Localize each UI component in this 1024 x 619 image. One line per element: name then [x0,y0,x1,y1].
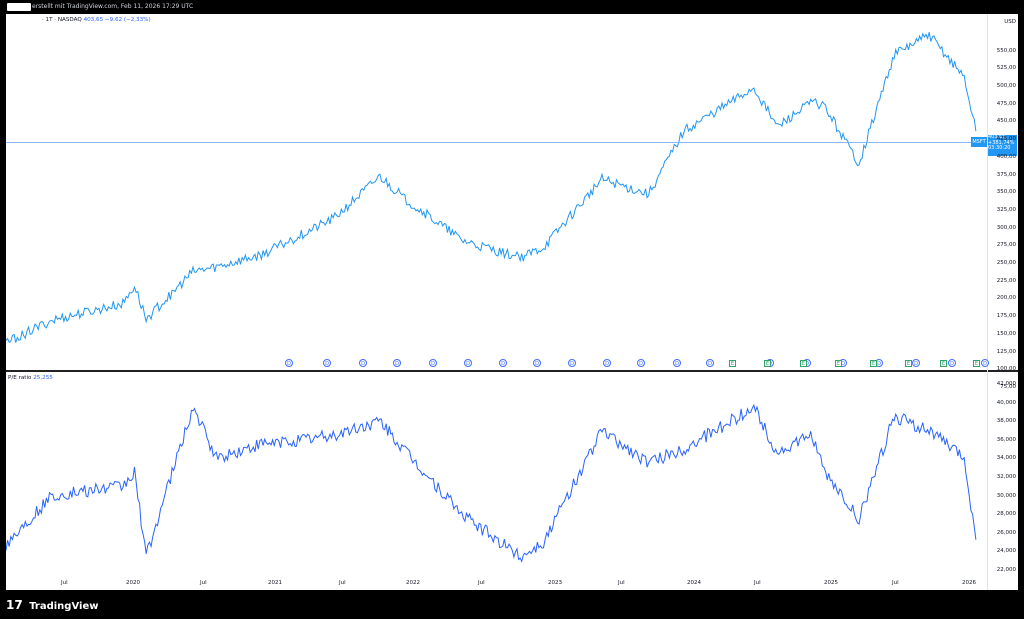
price-tick-label: 525,00 [996,65,1016,72]
time-axis-label: Jul [618,580,625,586]
dividend-marker[interactable]: D [464,359,472,367]
pe-tick-label: 32,000 [996,474,1016,480]
price-tag-time: 03:30:20 [988,145,1011,152]
pe-tick-label: 36,000 [996,436,1016,443]
time-axis-label: 2023 [548,580,562,586]
time-axis-label: Jul [200,580,207,586]
pe-tick-label: 38,000 [996,418,1016,425]
dividend-marker[interactable]: D [359,359,367,367]
price-tick-label: 550,00 [996,47,1016,54]
dividend-marker[interactable]: D [603,359,611,367]
price-tick-label: 125,00 [996,348,1016,355]
price-tag: 403,65 +381,74% 03:30:20 [987,134,1017,156]
time-axis-label: 2022 [406,580,420,586]
legend-last-price: 403,65 [83,17,104,23]
pe-ratio-line [5,403,977,563]
price-tick-label: 75,00 [1000,384,1016,390]
price-tick-label: 150,00 [996,330,1016,337]
dividend-marker[interactable]: D [429,359,437,367]
time-axis-label: Jul [478,580,485,586]
right-axis[interactable]: USD 550,00 525,00 500,00 475,00 450,00 425,00… [987,14,1018,590]
price-tick-label: 250,00 [996,260,1016,267]
price-tick-label: 500,00 [996,82,1016,89]
time-axis-label: 2020 [126,580,140,586]
legend-interval: · 1T · NASDAQ [42,17,82,23]
price-tick-label: 175,00 [996,313,1016,320]
pe-value: 25,255 [33,375,53,381]
tradingview-brand: TradingView [29,601,99,612]
chart-panel[interactable]: · 1T · NASDAQ 403,65 −9,62 (−2,33%) P/E … [5,14,1018,590]
price-tick-label: 450,00 [996,118,1016,125]
price-tick-label: 300,00 [996,224,1016,231]
currency-label: USD [1004,19,1016,25]
price-chart-svg[interactable] [5,14,988,590]
tradingview-logo: 17 [6,598,23,612]
dividend-marker[interactable]: D [673,359,681,367]
pe-tick-label: 22,000 [996,567,1016,573]
pe-tick-label: 26,000 [996,529,1016,536]
legend-change: −9,62 (−2,33%) [104,17,151,23]
price-tick-label: 100,00 [996,366,1016,373]
time-axis-label: 2021 [268,580,282,586]
time-axis-label: 2026 [962,580,976,586]
earnings-marker[interactable]: E [729,360,736,367]
dividend-marker[interactable]: D [912,359,920,367]
dividend-marker[interactable]: D [637,359,645,367]
dividend-marker[interactable]: D [533,359,541,367]
price-tick-label: 325,00 [996,206,1016,213]
pane-divider[interactable] [6,370,1018,372]
pe-legend: P/E ratio 25,255 [8,375,53,381]
time-axis-label: Jul [892,580,899,586]
time-axis-label: 2025 [824,580,838,586]
price-tag-change: +381,74% [988,139,1015,146]
dividend-marker[interactable]: D [323,359,331,367]
ticker-tag: MSFT [971,137,987,147]
pe-name: P/E ratio [8,375,32,381]
dividend-marker[interactable]: D [948,359,956,367]
last-price-line [6,142,975,143]
dividend-marker[interactable]: D [706,359,714,367]
earnings-marker[interactable]: E [940,360,947,367]
msft-price-line [5,32,977,344]
earnings-marker[interactable]: E [764,360,771,367]
dividend-marker[interactable]: D [981,359,989,367]
pe-tick-label: 34,000 [996,455,1016,462]
price-legend: · 1T · NASDAQ 403,65 −9,62 (−2,33%) [42,17,151,23]
tradingview-footer: 17 TradingView [6,598,98,612]
created-with-text: erstellt mit TradingView.com, Feb 11, 20… [32,3,194,10]
earnings-marker[interactable]: E [800,360,807,367]
price-tick-label: 350,00 [996,189,1016,196]
pe-tick-label: 40,000 [996,399,1016,406]
dividend-marker[interactable]: D [393,359,401,367]
time-axis-label: Jul [339,580,346,586]
dividend-marker[interactable]: D [285,359,293,367]
redacted-author [7,3,31,11]
earnings-marker[interactable]: E [870,360,877,367]
time-axis-label: Jul [61,580,68,586]
time-axis-label: 2024 [687,580,701,586]
price-tick-label: 425,00 [996,136,1016,143]
price-tag-last: 403,65 [988,134,1006,140]
price-tick-label: 475,00 [996,100,1016,107]
earnings-marker[interactable]: E [973,360,980,367]
pe-tick-label: 42,000 [996,381,1016,387]
top-bar: erstellt mit TradingView.com, Feb 11, 20… [0,0,1024,14]
pe-tick-label: 24,000 [996,548,1016,555]
pe-tick-label: 30,000 [996,492,1016,499]
time-axis-label: Jul [754,580,761,586]
price-tick-label: 400,00 [996,153,1016,160]
earnings-marker[interactable]: E [905,360,912,367]
price-tick-label: 225,00 [996,277,1016,284]
price-tick-label: 275,00 [996,242,1016,249]
price-tick-label: 375,00 [996,171,1016,178]
dividend-marker[interactable]: D [568,359,576,367]
price-tick-label: 200,00 [996,295,1016,302]
pe-tick-label: 28,000 [996,511,1016,518]
earnings-marker[interactable]: E [835,360,842,367]
dividend-marker[interactable]: D [499,359,507,367]
